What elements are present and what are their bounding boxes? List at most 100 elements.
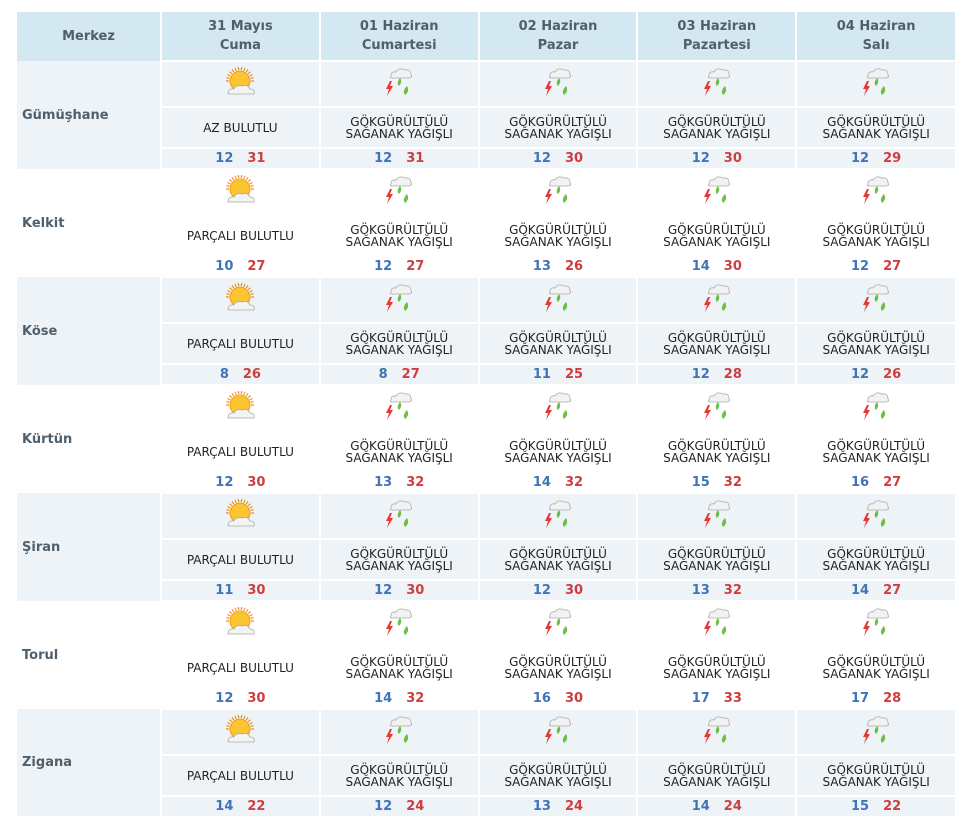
header-date: 02 Haziran bbox=[519, 19, 598, 34]
high-temp: 30 bbox=[565, 151, 583, 166]
high-temp: 27 bbox=[883, 259, 901, 274]
thunderstorm-icon bbox=[637, 385, 796, 431]
condition-text: GÖKGÜRÜLTÜLÜ SAĞANAK YAĞIŞLI bbox=[479, 107, 638, 148]
header-weekday: Salı bbox=[863, 38, 890, 53]
condition-text: GÖKGÜRÜLTÜLÜ SAĞANAK YAĞIŞLI bbox=[637, 647, 796, 688]
condition-text: PARÇALI BULUTLU bbox=[161, 323, 320, 364]
sun-cloud-icon bbox=[161, 277, 320, 323]
thunderstorm-icon bbox=[796, 385, 955, 431]
high-temp: 32 bbox=[724, 583, 742, 598]
thunderstorm-icon bbox=[796, 493, 955, 539]
thunderstorm-icon bbox=[479, 277, 638, 323]
low-temp: 16 bbox=[851, 475, 869, 490]
low-temp: 12 bbox=[851, 151, 869, 166]
condition-text: GÖKGÜRÜLTÜLÜ SAĞANAK YAĞIŞLI bbox=[479, 755, 638, 796]
low-temp: 13 bbox=[374, 475, 392, 490]
condition-text: GÖKGÜRÜLTÜLÜ SAĞANAK YAĞIŞLI bbox=[796, 323, 955, 364]
high-temp: 25 bbox=[565, 367, 583, 382]
low-temp: 13 bbox=[533, 259, 551, 274]
location-row: Gümüşhane bbox=[17, 61, 955, 107]
condition-text: GÖKGÜRÜLTÜLÜ SAĞANAK YAĞIŞLI bbox=[479, 647, 638, 688]
low-temp: 12 bbox=[374, 799, 392, 814]
condition-text: GÖKGÜRÜLTÜLÜ SAĞANAK YAĞIŞLI bbox=[320, 323, 479, 364]
high-temp: 28 bbox=[883, 691, 901, 706]
high-temp: 32 bbox=[406, 475, 424, 490]
high-temp: 30 bbox=[565, 583, 583, 598]
thunderstorm-icon bbox=[637, 169, 796, 215]
thunderstorm-icon bbox=[320, 385, 479, 431]
low-temp: 14 bbox=[692, 799, 710, 814]
condition-text: GÖKGÜRÜLTÜLÜ SAĞANAK YAĞIŞLI bbox=[479, 323, 638, 364]
location-row: Şiran bbox=[17, 493, 955, 539]
thunderstorm-icon bbox=[796, 277, 955, 323]
low-temp: 12 bbox=[215, 691, 233, 706]
location-name: Kelkit bbox=[17, 169, 161, 277]
high-temp: 30 bbox=[724, 151, 742, 166]
location-row: Kelkit bbox=[17, 169, 955, 215]
location-name: Gümüşhane bbox=[17, 61, 161, 169]
thunderstorm-icon bbox=[637, 709, 796, 755]
low-temp: 11 bbox=[215, 583, 233, 598]
thunderstorm-icon bbox=[637, 277, 796, 323]
low-temp: 14 bbox=[215, 799, 233, 814]
thunderstorm-icon bbox=[320, 61, 479, 107]
condition-text: GÖKGÜRÜLTÜLÜ SAĞANAK YAĞIŞLI bbox=[796, 647, 955, 688]
thunderstorm-icon bbox=[637, 493, 796, 539]
low-temp: 14 bbox=[851, 583, 869, 598]
header-date: 01 Haziran bbox=[360, 19, 439, 34]
thunderstorm-icon bbox=[479, 169, 638, 215]
condition-text: GÖKGÜRÜLTÜLÜ SAĞANAK YAĞIŞLI bbox=[320, 539, 479, 580]
low-temp: 17 bbox=[851, 691, 869, 706]
header-date: 31 Mayıs bbox=[208, 19, 273, 34]
location-row: Kürtün bbox=[17, 385, 955, 431]
condition-text: GÖKGÜRÜLTÜLÜ SAĞANAK YAĞIŞLI bbox=[796, 539, 955, 580]
sun-cloud-icon bbox=[161, 385, 320, 431]
header-date: 03 Haziran bbox=[677, 19, 756, 34]
low-temp: 17 bbox=[692, 691, 710, 706]
thunderstorm-icon bbox=[479, 493, 638, 539]
condition-text: GÖKGÜRÜLTÜLÜ SAĞANAK YAĞIŞLI bbox=[637, 539, 796, 580]
temperature-cell: 12 27 bbox=[320, 256, 479, 277]
location-row: Köse bbox=[17, 277, 955, 323]
location-name: Zigana bbox=[17, 709, 161, 816]
condition-text: GÖKGÜRÜLTÜLÜ SAĞANAK YAĞIŞLI bbox=[320, 431, 479, 472]
condition-text: GÖKGÜRÜLTÜLÜ SAĞANAK YAĞIŞLI bbox=[796, 107, 955, 148]
thunderstorm-icon bbox=[637, 601, 796, 647]
low-temp: 12 bbox=[215, 475, 233, 490]
location-name: Torul bbox=[17, 601, 161, 709]
location-name: Köse bbox=[17, 277, 161, 385]
condition-text: GÖKGÜRÜLTÜLÜ SAĞANAK YAĞIŞLI bbox=[320, 647, 479, 688]
condition-text: PARÇALI BULUTLU bbox=[161, 215, 320, 256]
location-row: Torul bbox=[17, 601, 955, 647]
low-temp: 12 bbox=[374, 151, 392, 166]
low-temp: 12 bbox=[374, 583, 392, 598]
location-name: Kürtün bbox=[17, 385, 161, 493]
high-temp: 26 bbox=[243, 367, 261, 382]
condition-text: PARÇALI BULUTLU bbox=[161, 431, 320, 472]
low-temp: 15 bbox=[851, 799, 869, 814]
high-temp: 27 bbox=[406, 259, 424, 274]
low-temp: 12 bbox=[374, 259, 392, 274]
high-temp: 22 bbox=[247, 799, 265, 814]
